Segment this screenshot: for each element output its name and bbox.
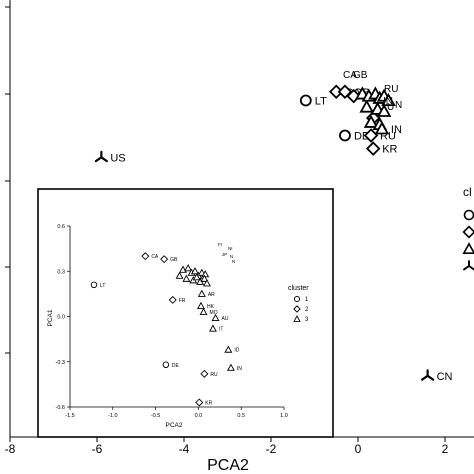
point-label: IN — [383, 96, 393, 107]
data-point — [365, 141, 381, 156]
inset-data-point — [184, 264, 193, 272]
x-tick-label: 0 — [355, 442, 362, 456]
point-label: DE — [354, 130, 369, 142]
legend-title: cl — [463, 185, 472, 199]
point-label: GB — [353, 70, 368, 81]
inset-point-label: DE — [172, 363, 180, 369]
inset-scatter-chart: -1.5 -1.0 -0.5 0.0 0.5 1.0 0.6 0.3 0.0 -0.3 -0.6 PC… — [37, 188, 334, 438]
inset-point-label: FR — [179, 298, 186, 304]
inset-data-point — [195, 398, 204, 407]
inset-y-tick-label: 0.6 — [57, 224, 65, 230]
main-scatter-chart: -8-6-4-202PCA2LTDEUSNLCNCAGBRUKRINCAGBRU… — [5, 0, 474, 474]
inset-legend-label: 3 — [305, 317, 309, 323]
inset-data-point — [192, 273, 201, 281]
inset-point-label: AU — [222, 316, 229, 322]
inset-point-label: N — [230, 254, 233, 259]
inset-data-point — [208, 324, 217, 332]
data-point — [94, 150, 108, 163]
x-axis-title: PCA2 — [207, 457, 249, 474]
inset-x-tick-label: 1.0 — [280, 413, 288, 419]
inset-point-label: KR — [205, 400, 212, 406]
inset-data-point — [224, 345, 233, 353]
inset-data-point — [168, 295, 177, 304]
inset-point-label: ID — [234, 348, 239, 354]
inset-point-label: CA — [151, 254, 159, 260]
inset-y-tick-label: -0.3 — [56, 360, 65, 366]
point-label: U — [387, 102, 394, 113]
point-label: CN — [437, 371, 453, 383]
inset-data-point — [160, 255, 169, 264]
inset-data-point — [175, 271, 184, 279]
legend-marker — [462, 225, 474, 239]
data-point — [374, 121, 390, 135]
inset-x-tick-label: -1.0 — [108, 413, 117, 419]
inset-legend-label: 2 — [305, 307, 309, 313]
inset-point-label: N — [232, 259, 235, 264]
inset-data-point — [197, 289, 206, 297]
x-tick-label: -6 — [92, 442, 103, 456]
legend-marker — [462, 242, 474, 254]
inset-point-label: NI — [228, 246, 233, 251]
data-point — [363, 114, 379, 128]
inset-legend-marker — [293, 305, 301, 313]
inset-data-point — [202, 279, 211, 287]
inset-y-axis-title: PCA1 — [47, 309, 54, 326]
inset-y-tick-label: -0.6 — [56, 405, 65, 411]
inset-x-tick-label: 0.5 — [237, 413, 245, 419]
inset-point-label: IT — [219, 327, 223, 333]
inset-legend-label: 1 — [305, 297, 309, 303]
data-point — [363, 128, 379, 143]
x-tick-label: -2 — [266, 442, 277, 456]
point-label: LT — [315, 96, 327, 108]
point-label: RU — [384, 84, 398, 95]
point-label: CA — [343, 70, 357, 81]
inset-y-tick-label: 0.3 — [57, 269, 65, 275]
inset-point-label: FI — [218, 242, 222, 247]
x-tick-label: -4 — [179, 442, 190, 456]
point-label: IN — [391, 124, 402, 136]
inset-data-point — [90, 281, 98, 289]
inset-legend-marker — [293, 315, 301, 322]
inset-point-label: AR — [208, 292, 215, 298]
inset-frame — [37, 188, 334, 438]
inset-point-label: IN — [237, 366, 242, 372]
inset-y-tick-label: 0.0 — [57, 315, 65, 321]
inset-point-label: LT — [100, 283, 105, 289]
data-point — [359, 99, 374, 113]
inset-data-point — [190, 267, 199, 275]
data-point — [299, 94, 312, 107]
inset-point-label: HK — [207, 304, 215, 310]
inset-data-point — [196, 301, 205, 309]
inset-x-tick-label: -0.5 — [151, 413, 160, 419]
inset-data-point — [226, 363, 235, 371]
x-tick-label: 2 — [442, 442, 449, 456]
inset-x-axis-title: PCA2 — [166, 422, 183, 429]
inset-data-point — [162, 361, 170, 369]
inset-data-point — [199, 307, 208, 316]
inset-data-point — [200, 369, 209, 378]
x-tick-label: -8 — [5, 442, 16, 456]
point-label: KR — [382, 144, 397, 156]
inset-point-label: JP — [222, 252, 227, 257]
point-label: US — [110, 152, 125, 164]
inset-point-label: GB — [170, 257, 178, 263]
legend-marker — [463, 209, 474, 221]
legend-marker — [463, 260, 474, 271]
data-point — [376, 103, 392, 117]
inset-data-point — [211, 313, 220, 322]
inset-data-point — [182, 274, 191, 282]
inset-point-label: MO — [210, 310, 218, 316]
inset-legend-title: cluster — [288, 285, 309, 292]
inset-x-tick-label: 0.0 — [195, 413, 203, 419]
data-point — [381, 92, 396, 107]
inset-x-tick-label: -1.5 — [65, 413, 74, 419]
inset-point-label: RU — [210, 372, 218, 378]
data-point — [421, 369, 435, 381]
inset-legend-marker — [293, 295, 301, 303]
inset-data-point — [200, 274, 209, 282]
inset-data-point — [141, 252, 150, 261]
data-point — [339, 129, 351, 142]
point-label: N — [395, 100, 402, 111]
